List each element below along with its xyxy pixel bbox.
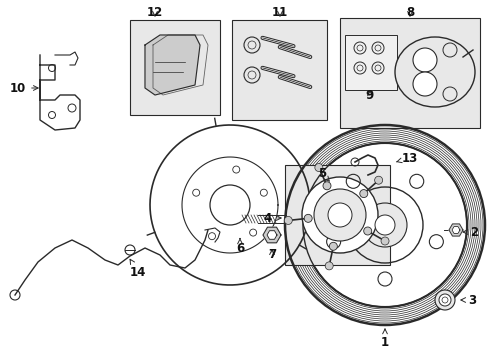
- Text: 6: 6: [235, 239, 244, 255]
- Ellipse shape: [394, 37, 474, 107]
- Bar: [345, 35, 396, 90]
- Circle shape: [412, 48, 436, 72]
- Circle shape: [314, 163, 322, 171]
- Polygon shape: [266, 231, 276, 239]
- Circle shape: [359, 190, 367, 198]
- Polygon shape: [263, 227, 281, 243]
- Circle shape: [374, 176, 382, 184]
- Circle shape: [322, 182, 330, 190]
- Text: 8: 8: [405, 5, 413, 18]
- Circle shape: [442, 87, 456, 101]
- Circle shape: [434, 290, 454, 310]
- Circle shape: [329, 242, 337, 250]
- Circle shape: [374, 215, 394, 235]
- Bar: [339, 18, 479, 128]
- Text: 5: 5: [317, 166, 328, 181]
- Text: 3: 3: [460, 293, 475, 306]
- Circle shape: [327, 203, 351, 227]
- Text: 11: 11: [271, 5, 287, 18]
- Circle shape: [313, 189, 365, 241]
- Bar: [231, 20, 326, 120]
- Text: 4: 4: [264, 212, 281, 225]
- Circle shape: [325, 262, 332, 270]
- Bar: [130, 20, 220, 115]
- Polygon shape: [448, 224, 462, 236]
- Circle shape: [442, 43, 456, 57]
- Circle shape: [362, 203, 406, 247]
- Circle shape: [363, 227, 371, 235]
- Polygon shape: [451, 226, 459, 234]
- Circle shape: [438, 294, 450, 306]
- Text: 13: 13: [396, 152, 417, 165]
- Polygon shape: [145, 35, 200, 95]
- Circle shape: [284, 216, 292, 224]
- Circle shape: [380, 237, 388, 245]
- Text: 12: 12: [146, 5, 163, 18]
- Bar: [285, 165, 389, 265]
- Text: 1: 1: [380, 329, 388, 348]
- Text: 7: 7: [267, 248, 276, 261]
- Text: 14: 14: [129, 259, 146, 279]
- Text: 9: 9: [365, 89, 373, 102]
- Text: 2: 2: [462, 225, 477, 239]
- Circle shape: [302, 177, 377, 253]
- Circle shape: [412, 72, 436, 96]
- Text: 10: 10: [10, 81, 38, 95]
- Circle shape: [304, 214, 311, 222]
